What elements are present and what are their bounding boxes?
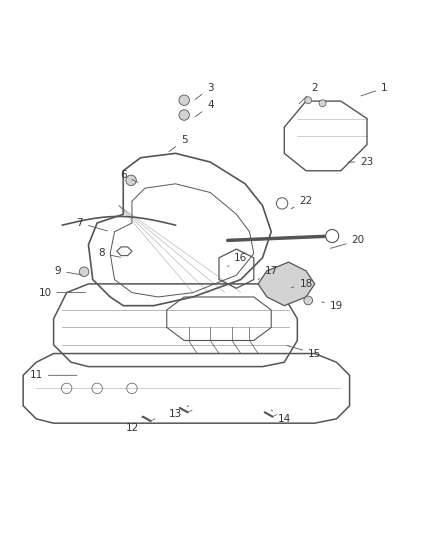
Text: 8: 8 <box>98 248 120 259</box>
Circle shape <box>79 267 89 277</box>
Text: 1: 1 <box>361 83 388 96</box>
Polygon shape <box>258 262 315 305</box>
Text: 12: 12 <box>125 416 143 433</box>
Circle shape <box>276 198 288 209</box>
Text: 6: 6 <box>120 170 138 183</box>
Text: 17: 17 <box>258 266 278 279</box>
Text: 4: 4 <box>195 100 214 117</box>
Text: 19: 19 <box>322 301 343 311</box>
Circle shape <box>319 100 326 107</box>
Circle shape <box>179 110 189 120</box>
Circle shape <box>325 230 339 243</box>
Circle shape <box>305 97 312 104</box>
Text: 15: 15 <box>287 345 321 359</box>
Text: 22: 22 <box>291 196 313 209</box>
Text: 9: 9 <box>55 266 81 276</box>
Text: 5: 5 <box>169 135 187 152</box>
Text: 16: 16 <box>228 253 247 266</box>
Text: 3: 3 <box>195 83 214 100</box>
Text: 2: 2 <box>299 83 318 103</box>
Text: 13: 13 <box>169 406 188 419</box>
Text: 20: 20 <box>331 236 365 248</box>
Text: 7: 7 <box>76 218 107 231</box>
Text: 10: 10 <box>39 288 86 297</box>
Text: 11: 11 <box>30 370 77 381</box>
Text: 23: 23 <box>348 157 374 167</box>
Circle shape <box>304 296 313 305</box>
Text: 14: 14 <box>271 410 291 424</box>
Text: 18: 18 <box>291 279 313 289</box>
Circle shape <box>126 175 136 185</box>
Circle shape <box>179 95 189 106</box>
